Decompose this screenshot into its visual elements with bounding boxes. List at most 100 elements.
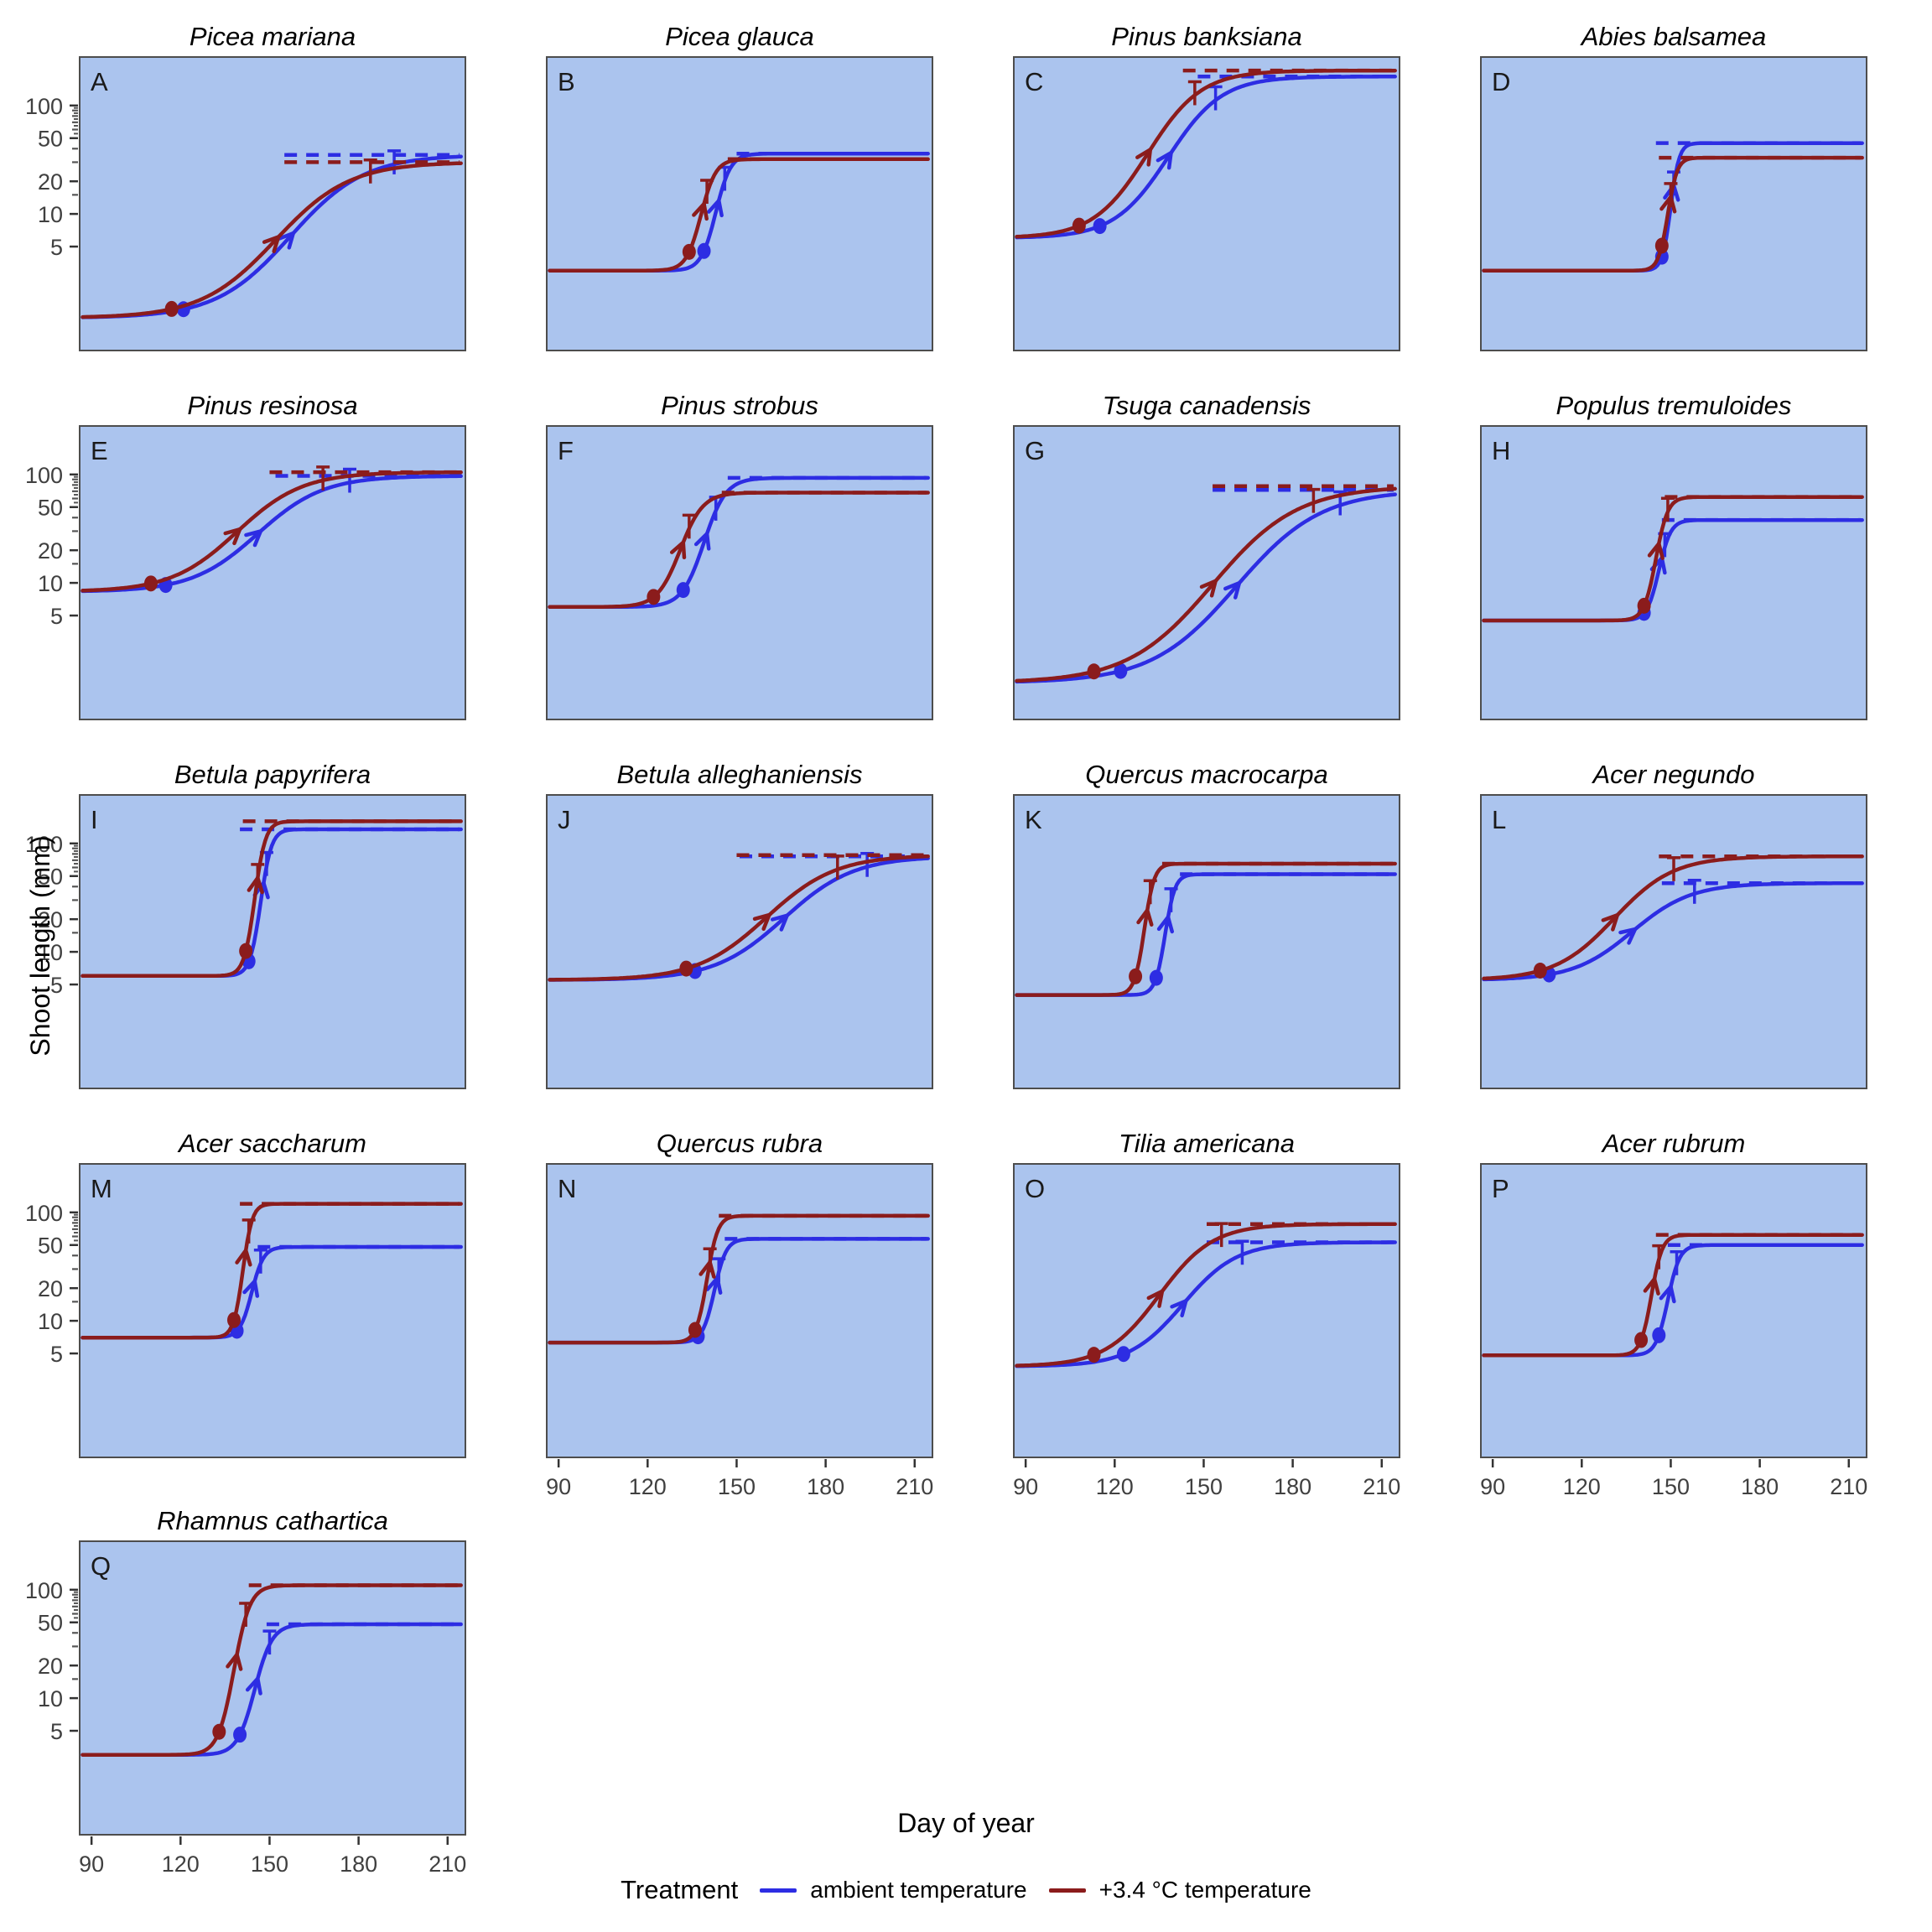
- warmed-growth-arrow: [235, 1248, 248, 1265]
- x-tick-label: 150: [1185, 1474, 1223, 1499]
- panel-title-D: Abies balsamea: [1580, 22, 1767, 51]
- ambient-growth-arrow: [1223, 580, 1242, 591]
- warmed-budbreak-dot: [1087, 1347, 1101, 1363]
- y-tick-label: 100: [25, 1578, 63, 1603]
- y-tick-label: 50: [38, 1233, 63, 1259]
- x-tick-label: 90: [546, 1474, 571, 1499]
- ambient-budbreak-dot: [1114, 662, 1128, 679]
- panel-letter-O: O: [1025, 1174, 1045, 1203]
- warmed-series: [80, 158, 463, 319]
- warmed-budbreak-dot: [239, 943, 253, 959]
- y-tick-label: 20: [38, 538, 63, 564]
- x-tick-label: 90: [79, 1852, 104, 1877]
- y-tick-label: 50: [38, 496, 63, 521]
- warmed-growth-arrow: [1647, 542, 1661, 558]
- ambient-growth-arrow: [277, 231, 296, 241]
- y-tick-label: 10: [38, 1309, 63, 1334]
- warmed-series: [80, 1202, 463, 1340]
- y-tick-label: 20: [38, 1654, 63, 1679]
- ambient-line-key: [760, 1888, 797, 1893]
- warmed-series: [1482, 1233, 1864, 1358]
- panel-L: Acer negundo L: [1480, 760, 1867, 1089]
- warmed-curve: [548, 1213, 930, 1345]
- y-tick-label: 100: [25, 832, 63, 857]
- warmed-growth-arrow: [1657, 542, 1665, 560]
- ambient-growth-arrow: [1156, 151, 1173, 163]
- ambient-growth-arrow: [779, 913, 789, 932]
- x-axis-P: 90 120 150 180 210: [1480, 1459, 1867, 1499]
- panel-K: Quercus macrocarpa K: [1013, 760, 1400, 1089]
- y-tick-label: 5: [50, 604, 63, 629]
- panel-letter-E: E: [91, 436, 108, 465]
- y-tick-label: 5: [50, 235, 63, 260]
- ambient-growth-arrow: [1618, 927, 1638, 935]
- x-tick-label: 120: [1096, 1474, 1134, 1499]
- x-axis-Q: 90 120 150 180 210: [79, 1836, 466, 1877]
- x-tick-label: 210: [1830, 1474, 1867, 1499]
- panel-C: Pinus banksiana C: [1013, 22, 1400, 351]
- ambient-growth-arrow: [693, 532, 709, 547]
- warmed-budbreak-dot: [212, 1723, 226, 1740]
- ambient-growth-arrow: [252, 529, 263, 548]
- panel-I: Betula papyrifera I 5 10 20 50 100: [25, 760, 466, 1089]
- panel-background-L: [1480, 794, 1867, 1089]
- panel-title-N: Quercus rubra: [657, 1129, 823, 1158]
- panel-letter-F: F: [558, 436, 574, 465]
- panel-title-B: Picea glauca: [665, 22, 814, 51]
- warmed-budbreak-dot: [682, 243, 696, 260]
- warmed-series: [1482, 495, 1864, 623]
- warmed-line-key: [1048, 1888, 1086, 1893]
- ambient-growth-arrow: [704, 532, 711, 551]
- warmed-curve: [80, 1202, 463, 1340]
- y-tick-label: 5: [50, 1342, 63, 1367]
- warmed-growth-arrow: [669, 540, 686, 554]
- panel-title-J: Betula alleghaniensis: [617, 760, 863, 789]
- warmed-growth-arrow: [235, 1652, 243, 1671]
- panel-letter-H: H: [1492, 436, 1510, 465]
- ambient-growth-arrow: [706, 198, 721, 214]
- legend-item-warmed: +3.4 °C temperature: [1048, 1877, 1311, 1903]
- panel-background-G: [1013, 425, 1400, 720]
- panel-Q: Rhamnus cathartica Q 5 10 20 50 100 90 120 150 180…: [25, 1506, 466, 1877]
- panel-background-N: [546, 1163, 933, 1458]
- warmed-growth-arrow: [1145, 908, 1154, 927]
- x-tick-label: 210: [896, 1474, 933, 1499]
- panel-title-E: Pinus resinosa: [187, 391, 357, 420]
- y-tick-label: 100: [25, 463, 63, 488]
- panel-letter-I: I: [91, 805, 98, 834]
- x-tick-label: 210: [1363, 1474, 1400, 1499]
- ambient-growth-arrow: [262, 880, 270, 900]
- y-axis-M: 5 10 20 50 100: [25, 1201, 78, 1367]
- x-tick-label: 180: [340, 1852, 377, 1877]
- y-tick-label: 10: [38, 571, 63, 596]
- warmed-series: [548, 853, 930, 982]
- warmed-growth-arrow: [1652, 1276, 1660, 1296]
- warmed-growth-arrow: [1136, 908, 1150, 925]
- x-axis-N: 90 120 150 180 210: [546, 1459, 933, 1499]
- warmed-growth-arrow: [1146, 1289, 1165, 1301]
- warmed-growth-arrow: [1135, 148, 1153, 159]
- x-axis-O: 90 120 150 180 210: [1013, 1459, 1400, 1499]
- y-axis-A: 5 10 20 50 100: [25, 94, 78, 260]
- panel-background-A: [79, 56, 466, 351]
- x-tick-label: 150: [718, 1474, 756, 1499]
- ambient-series: [1015, 488, 1397, 684]
- panel-letter-N: N: [558, 1174, 576, 1203]
- y-axis-I: 5 10 20 50 100: [25, 832, 78, 998]
- panel-title-P: Acer rubrum: [1601, 1129, 1746, 1158]
- warmed-growth-arrow: [681, 540, 687, 560]
- warmed-curve: [1015, 861, 1397, 997]
- panel-letter-D: D: [1492, 67, 1510, 96]
- panel-title-C: Pinus banksiana: [1111, 22, 1302, 51]
- ambient-budbreak-dot: [1116, 1346, 1130, 1363]
- ambient-budbreak-dot: [1093, 218, 1107, 235]
- warmed-curve: [80, 161, 463, 319]
- panel-title-M: Acer saccharum: [177, 1129, 366, 1158]
- ambient-growth-arrow: [244, 529, 263, 538]
- panel-background-E: [79, 425, 466, 720]
- warmed-growth-arrow: [1659, 195, 1673, 211]
- panel-letter-M: M: [91, 1174, 112, 1203]
- y-tick-label: 100: [25, 94, 63, 119]
- y-tick-label: 10: [38, 940, 63, 965]
